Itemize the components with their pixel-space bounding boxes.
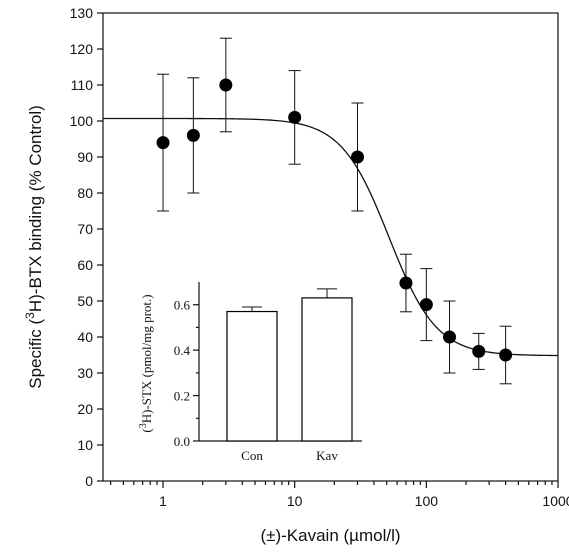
y-tick-label: 90 [77,149,93,165]
data-point [399,276,413,290]
y-title-superscript: 3 [23,312,37,319]
data-point [288,110,302,124]
x-tick-label: 1 [159,493,167,509]
y-tick-label: 40 [77,329,93,345]
inset-category-label: Kav [316,448,338,463]
data-point [499,348,513,362]
data-point [443,330,457,344]
y-tick-label: 20 [77,401,93,417]
inset-y-tick-label: 0.0 [174,434,190,449]
inset-bar [226,310,278,442]
x-axis-title: (±)-Kavain (µmol/l) [260,526,400,545]
x-tick-label: 1000 [542,493,569,509]
x-tick-label: 100 [415,493,439,509]
data-point [351,150,365,164]
data-point [186,128,200,142]
data-point [472,344,486,358]
inset-category-label: Con [241,448,263,463]
x-tick-label: 10 [287,493,303,509]
inset-bars: Con Kav [226,288,353,463]
y-title-part2: H)-BTX binding (% Control) [26,105,45,312]
y-tick-label: 10 [77,437,93,453]
x-axis: 1 10 100 1000 [110,481,569,509]
y-axis-title: Specific (3H)-BTX binding (% Control) [23,105,45,389]
y-tick-label: 130 [70,5,94,21]
y-tick-label: 0 [85,473,93,489]
y-tick-label: 80 [77,185,93,201]
inset-y-axis: 0.0 0.2 0.4 0.6 [174,298,199,449]
y-title-part1: Specific ( [26,319,45,389]
y-tick-label: 110 [71,77,94,93]
y-axis: 0 10 20 30 40 50 60 70 80 90 100 110 120 130 [70,5,103,489]
inset-y-tick-label: 0.4 [174,343,191,358]
plot-frame [102,12,559,482]
inset-y-title-part2: H)-STX (pmol/mg prot.) [139,294,154,423]
data-points [156,37,513,385]
y-tick-label: 100 [70,113,94,129]
data-point [419,298,433,312]
inset-y-title-superscript: 3 [138,423,149,428]
y-tick-label: 30 [77,365,93,381]
data-point [219,78,233,92]
y-tick-label: 120 [70,41,94,57]
inset-y-tick-label: 0.2 [174,389,190,404]
inset-y-axis-title: (3H)-STX (pmol/mg prot.) [138,294,155,432]
y-tick-label: 70 [77,221,93,237]
inset-bar-chart: 0.0 0.2 0.4 0.6 Con Kav (3H)-STX (pmol/mg pr… [138,278,363,463]
inset-y-title-part1: ( [139,428,154,432]
y-tick-label: 50 [77,293,93,309]
inset-y-tick-label: 0.6 [174,298,191,313]
y-tick-label: 60 [77,257,93,273]
inset-bar [301,297,353,442]
data-point [156,136,170,150]
